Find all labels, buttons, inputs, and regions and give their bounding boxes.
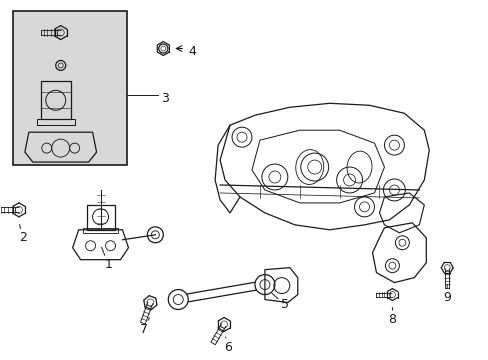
Text: 1: 1 — [102, 247, 112, 271]
FancyBboxPatch shape — [13, 11, 127, 165]
Text: 2: 2 — [19, 225, 27, 244]
Text: 5: 5 — [271, 293, 288, 311]
Text: 4: 4 — [188, 45, 196, 58]
Text: 6: 6 — [224, 337, 231, 354]
Bar — [41, 81, 71, 119]
Text: 3: 3 — [161, 92, 169, 105]
Bar — [82, 228, 118, 233]
Text: 9: 9 — [442, 284, 450, 304]
Text: 7: 7 — [140, 318, 149, 336]
Bar — [37, 119, 75, 125]
Bar — [86, 205, 114, 230]
Text: 8: 8 — [387, 307, 396, 326]
